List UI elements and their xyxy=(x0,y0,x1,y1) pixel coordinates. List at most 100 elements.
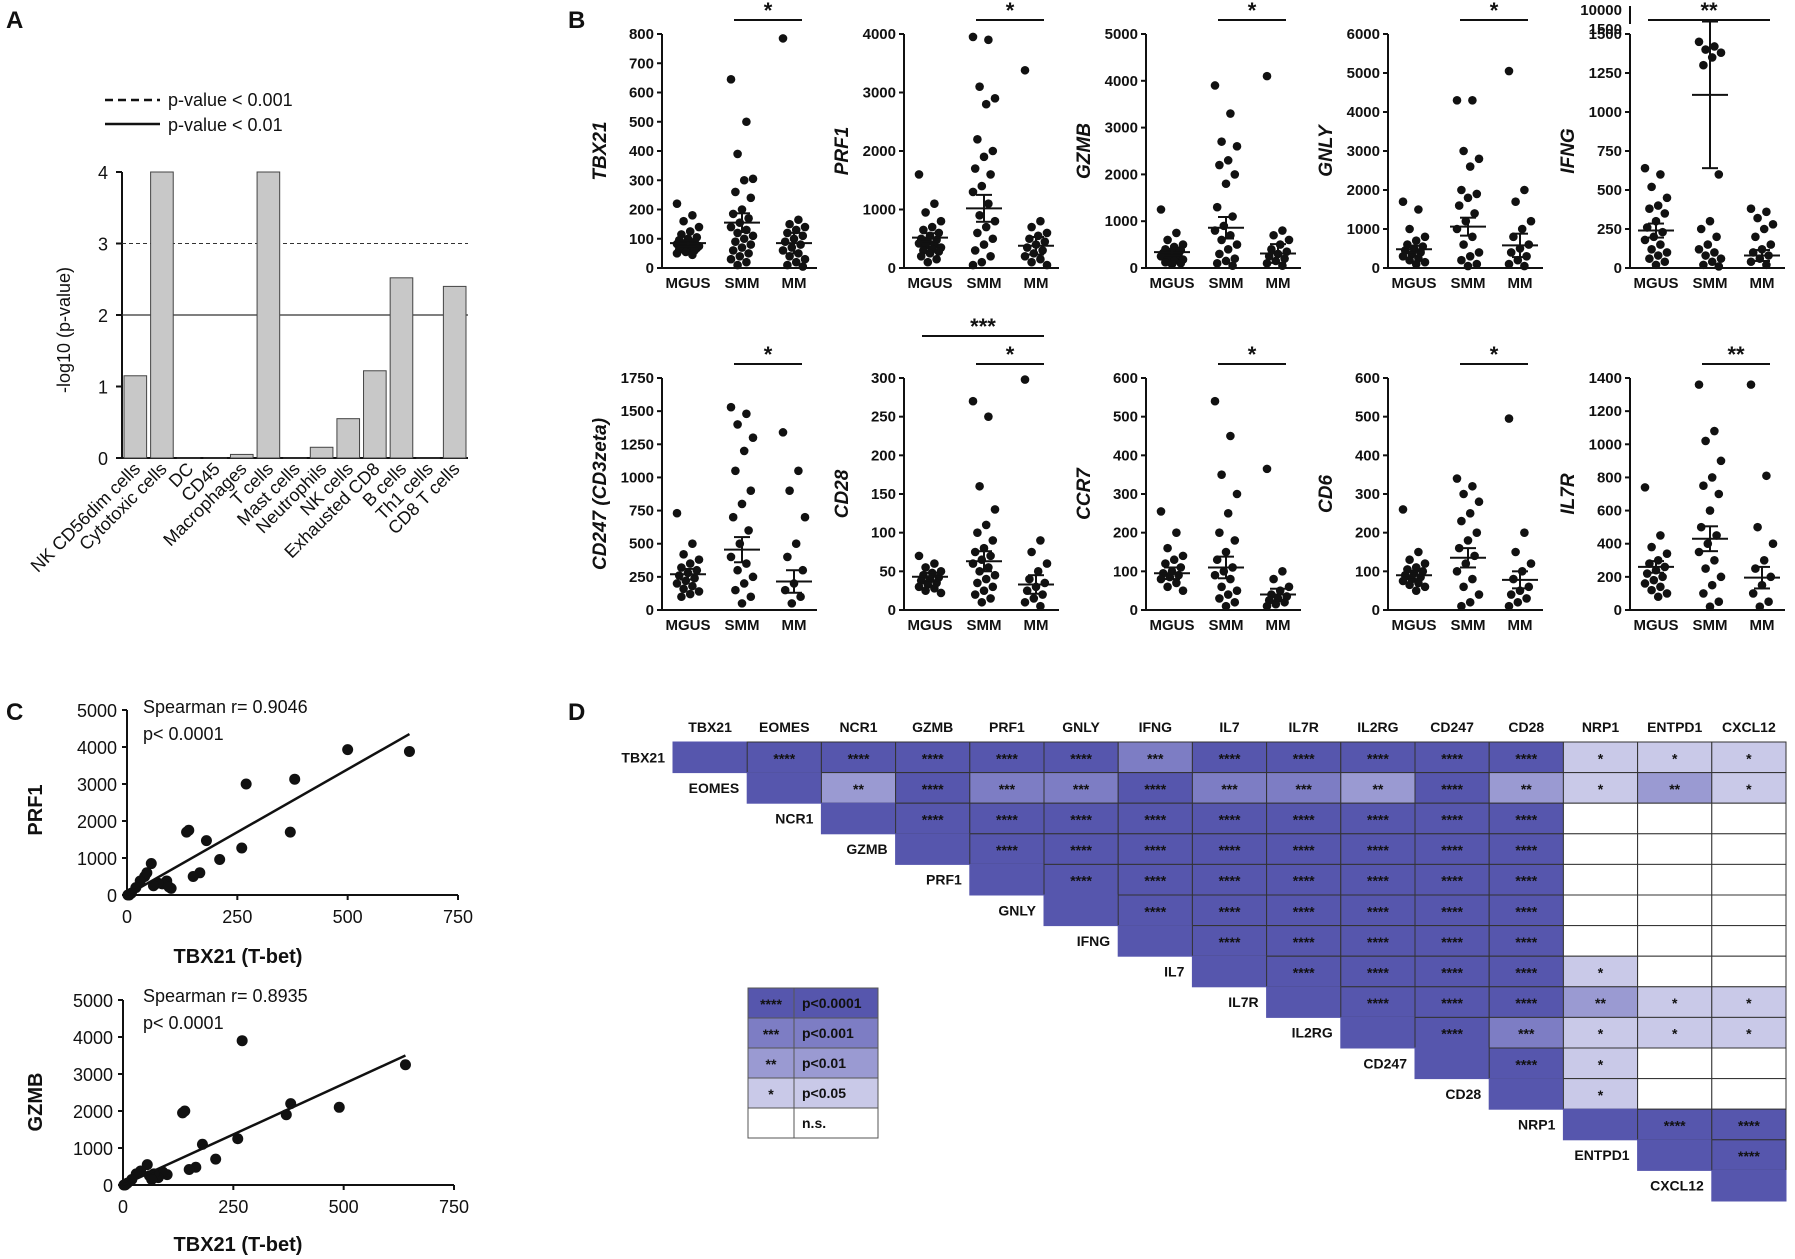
point-gnly-mm xyxy=(1511,197,1520,206)
point-tbx21-mm xyxy=(780,237,790,246)
heatmap-row-label-gzmb: GZMB xyxy=(846,841,887,857)
group-label-mm: MM xyxy=(782,275,807,292)
point-ifng-smm xyxy=(1701,251,1710,260)
panel-a-ytick-label: 4 xyxy=(98,163,108,183)
heatmap-row-label-il2rg: IL2RG xyxy=(1292,1025,1333,1041)
point-gnly-mgus xyxy=(1398,251,1408,261)
heatmap-row-label-cd28: CD28 xyxy=(1445,1086,1481,1102)
bar-macrophages xyxy=(229,453,254,459)
point-cd28-mgus xyxy=(930,584,939,593)
heatmap-cell-stars: **** xyxy=(773,750,795,766)
heatmap-cell-stars: * xyxy=(1672,995,1678,1011)
point-il7r-mgus xyxy=(1653,592,1663,602)
point-gnly-mm xyxy=(1506,248,1516,257)
point-gnly-smm xyxy=(1459,240,1468,249)
point-cd247-cd3zeta-mm xyxy=(791,539,801,549)
corr-ytick-label: 5000 xyxy=(77,701,117,721)
point-tbx21-smm xyxy=(726,254,736,264)
correlation-plot-2: 0 1000 2000 3000 4000 5000 0 250 500 750 xyxy=(73,991,469,1217)
ytick-label-tbx21: 600 xyxy=(629,85,654,102)
heatmap-cell-gzmb-cxcl12 xyxy=(1711,833,1787,865)
point-cd6-smm xyxy=(1465,509,1475,518)
ytick-label-gzmb: 4000 xyxy=(1105,73,1138,90)
point-ccr7-mgus xyxy=(1178,586,1188,595)
heatmap-cell-stars: **** xyxy=(1738,1118,1760,1134)
point-cd28-mm xyxy=(1027,547,1036,557)
heatmap-cell-stars: **** xyxy=(1293,842,1315,858)
heatmap-cell-il7-entpd1 xyxy=(1637,955,1713,988)
point-ifng-mm xyxy=(1768,220,1778,229)
point-tbx21-mgus xyxy=(672,199,682,208)
gene-label-prf1: PRF1 xyxy=(832,127,853,176)
point-prf1-smm xyxy=(977,257,987,267)
point-cd28-smm xyxy=(977,597,987,607)
point-ccr7-mgus xyxy=(1161,559,1170,568)
heatmap-cell-gnly-il7 xyxy=(1191,894,1268,927)
point-tbx21-smm xyxy=(731,187,740,197)
point-il7r-mgus xyxy=(1649,575,1659,585)
corr-point xyxy=(284,826,296,838)
point-il7r-smm xyxy=(1699,481,1708,491)
legend-label: p<0.001 xyxy=(802,1025,854,1041)
point-il7r-mm xyxy=(1759,555,1769,565)
ytick-label-ccr7: 0 xyxy=(1130,602,1138,619)
point-gzmb-smm xyxy=(1232,240,1242,249)
group-label-mgus: MGUS xyxy=(666,275,711,292)
point-cd247-cd3zeta-mm xyxy=(796,592,805,602)
sig-label-cd28: *** xyxy=(970,314,996,339)
point-ccr7-smm xyxy=(1215,528,1224,537)
ytick-label-tbx21: 500 xyxy=(629,114,654,131)
point-ifng-smm xyxy=(1716,48,1726,58)
group-label-smm: SMM xyxy=(1451,275,1486,292)
point-il7r-mgus xyxy=(1656,582,1665,592)
point-prf1-mm xyxy=(1027,222,1036,232)
heatmap-cell-gnly-il2rg xyxy=(1340,894,1416,927)
gene-label-ifng: IFNG xyxy=(1558,128,1579,174)
legend-label-swatch xyxy=(793,1017,879,1049)
point-cd28-mgus xyxy=(921,586,930,595)
heatmap-cell-tbx21-cxcl12 xyxy=(1711,741,1787,774)
heatmap-cell-ncr1-prf1 xyxy=(969,802,1045,835)
point-cd6-smm xyxy=(1463,536,1473,545)
point-cd247-cd3zeta-smm xyxy=(746,592,756,602)
point-ifng-smm xyxy=(1696,224,1706,234)
point-tbx21-smm xyxy=(735,251,745,261)
point-gnly-mm xyxy=(1520,261,1529,271)
point-cd247-cd3zeta-mgus xyxy=(685,589,695,599)
point-cd28-mm xyxy=(1042,559,1052,568)
ytick-label-cd247-cd3zeta: 1500 xyxy=(621,403,654,420)
point-il7r-mm xyxy=(1746,380,1756,389)
point-cd28-smm xyxy=(988,582,998,592)
point-ifng-smm xyxy=(1716,254,1726,263)
heatmap-col-header-il7r: IL7R xyxy=(1289,719,1319,735)
heatmap-cell-gnly-entpd1 xyxy=(1637,894,1713,927)
point-prf1-smm xyxy=(979,240,989,249)
heatmap-cell-stars: * xyxy=(1598,965,1604,981)
corr-ytick-label: 2000 xyxy=(77,812,117,832)
point-ifng-mm xyxy=(1759,224,1769,234)
heatmap-cell-ncr1-il7 xyxy=(1191,802,1268,835)
point-ifng-smm xyxy=(1699,60,1708,70)
corr-ytick-label: 3000 xyxy=(77,775,117,795)
point-prf1-smm xyxy=(970,246,980,255)
point-cd247-cd3zeta-smm xyxy=(731,466,740,476)
point-ccr7-smm xyxy=(1210,570,1220,580)
corr-point xyxy=(342,744,354,756)
corr-xtick-label: 500 xyxy=(329,1197,359,1217)
point-ccr7-smm xyxy=(1232,489,1242,499)
point-gzmb-mgus xyxy=(1172,228,1181,238)
ytick-label-tbx21: 700 xyxy=(629,55,654,72)
ytick-label-ifng: 750 xyxy=(1597,143,1622,160)
ytick-label-prf1: 1000 xyxy=(863,202,896,219)
heatmap-cell-il7-cd28 xyxy=(1488,955,1564,988)
group-label-mm: MM xyxy=(1266,617,1291,634)
point-cd247-cd3zeta-mgus xyxy=(685,559,695,568)
ytick-label-cd6: 100 xyxy=(1355,563,1380,580)
corr2-xlabel: TBX21 (T-bet) xyxy=(174,1234,303,1256)
point-cd28-mm xyxy=(1040,578,1050,588)
heatmap-col-header-cxcl12: CXCL12 xyxy=(1722,719,1776,735)
point-ifng-smm xyxy=(1707,257,1717,267)
heatmap-cell-tbx21-ifng xyxy=(1117,741,1193,774)
heatmap-cell-prf1-cd247 xyxy=(1414,863,1490,896)
